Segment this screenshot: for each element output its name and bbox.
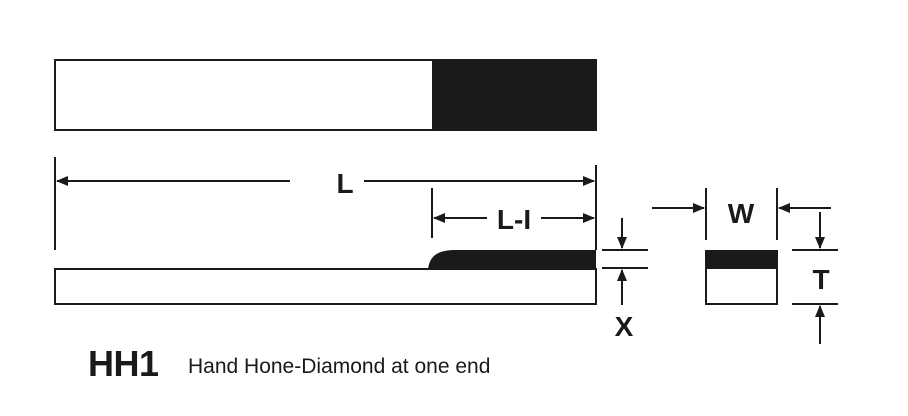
- length-label: L: [336, 168, 353, 199]
- dimension-length: L: [54, 157, 597, 250]
- diamond-length-label: L-I: [497, 204, 531, 235]
- hone-end-view: [705, 250, 778, 305]
- hone-end-diamond-layer: [706, 251, 777, 269]
- thickness-label: T: [812, 264, 829, 295]
- hone-top-diamond-end: [432, 60, 596, 130]
- hone-side-view: [54, 250, 597, 305]
- product-code: HH1: [88, 343, 159, 384]
- dimension-thickness: T: [792, 212, 838, 344]
- dimension-x: X: [602, 218, 648, 342]
- dimension-diamond-length: L-I: [431, 188, 595, 238]
- width-label: W: [728, 198, 755, 229]
- x-label: X: [615, 311, 634, 342]
- hone-side-body: [54, 268, 597, 305]
- dimension-width: W: [652, 188, 831, 240]
- hone-top-view: [54, 59, 597, 131]
- hone-side-diamond-layer: [428, 250, 596, 269]
- product-description: Hand Hone-Diamond at one end: [188, 355, 491, 378]
